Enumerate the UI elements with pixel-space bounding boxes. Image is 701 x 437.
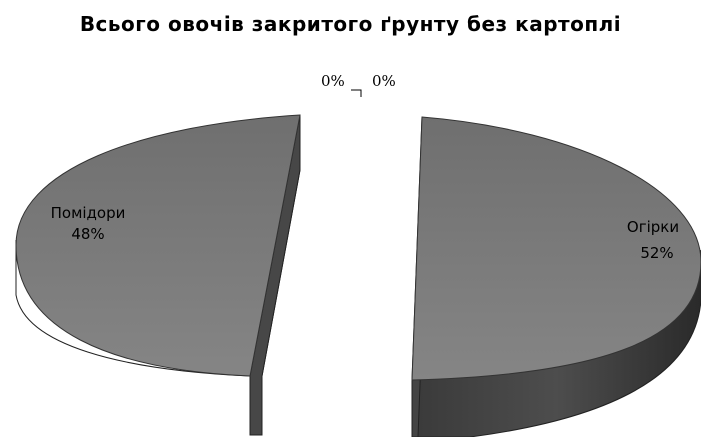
zero-slices: 0% 0%: [321, 72, 396, 97]
percent-label: 48%: [71, 225, 104, 243]
chart-title: Всього овочів закритого ґрунту без карто…: [79, 12, 622, 36]
category-label: Огірки: [627, 218, 679, 236]
data-label-ohirky: Огірки 52%: [627, 218, 679, 262]
slice-ohirky: [411, 116, 701, 437]
data-label-pomidory: Помідори 48%: [51, 204, 126, 243]
zero-label-1: 0%: [321, 72, 345, 90]
zero-label-2: 0%: [372, 72, 396, 90]
leader-line: [351, 89, 362, 97]
slice-pomidory-top: [15, 114, 301, 377]
percent-label: 52%: [640, 244, 673, 262]
category-label: Помідори: [51, 204, 126, 222]
slice-pomidory: [15, 114, 301, 436]
